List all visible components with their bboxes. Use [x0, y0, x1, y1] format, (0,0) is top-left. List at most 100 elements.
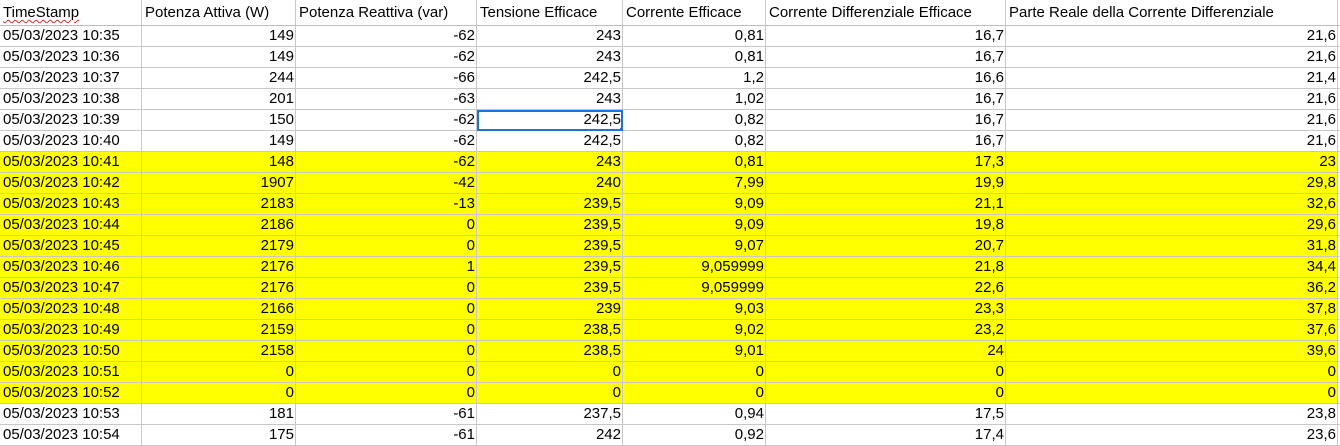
cell-parte-reale-corrente-differenziale[interactable]: 0 [1006, 383, 1338, 404]
cell-corrente-differenziale-efficace[interactable]: 24 [766, 341, 1006, 362]
cell-potenza-reattiva[interactable]: 0 [296, 383, 477, 404]
cell-corrente-efficace[interactable]: 0,82 [623, 110, 766, 131]
cell-potenza-attiva[interactable]: 2179 [142, 236, 296, 257]
cell-potenza-reattiva[interactable]: -13 [296, 194, 477, 215]
cell-potenza-attiva[interactable]: 149 [142, 131, 296, 152]
column-header-potenza-reattiva[interactable]: Potenza Reattiva (var) [296, 0, 477, 26]
cell-tensione-efficace[interactable]: 238,5 [477, 320, 623, 341]
cell-potenza-reattiva[interactable]: -66 [296, 68, 477, 89]
cell-timestamp[interactable]: 05/03/2023 10:36 [0, 47, 142, 68]
cell-corrente-efficace[interactable]: 0 [623, 383, 766, 404]
cell-tensione-efficace[interactable]: 239,5 [477, 257, 623, 278]
cell-parte-reale-corrente-differenziale[interactable]: 21,6 [1006, 26, 1338, 47]
cell-corrente-efficace[interactable]: 0,94 [623, 404, 766, 425]
cell-corrente-efficace[interactable]: 9,03 [623, 299, 766, 320]
cell-timestamp[interactable]: 05/03/2023 10:35 [0, 26, 142, 47]
cell-tensione-efficace[interactable]: 0 [477, 383, 623, 404]
cell-timestamp[interactable]: 05/03/2023 10:51 [0, 362, 142, 383]
cell-potenza-reattiva[interactable]: -62 [296, 152, 477, 173]
cell-potenza-reattiva[interactable]: 0 [296, 236, 477, 257]
cell-potenza-attiva[interactable]: 2176 [142, 278, 296, 299]
cell-tensione-efficace[interactable]: 0 [477, 362, 623, 383]
cell-parte-reale-corrente-differenziale[interactable]: 21,6 [1006, 110, 1338, 131]
cell-potenza-reattiva[interactable]: -62 [296, 110, 477, 131]
column-header-corrente-differenziale-efficace[interactable]: Corrente Differenziale Efficace [766, 0, 1006, 26]
column-header-parte-reale-corrente-differenziale[interactable]: Parte Reale della Corrente Differenziale [1006, 0, 1338, 26]
cell-corrente-efficace[interactable]: 1,2 [623, 68, 766, 89]
cell-corrente-efficace[interactable]: 9,02 [623, 320, 766, 341]
cell-potenza-reattiva[interactable]: 0 [296, 215, 477, 236]
cell-parte-reale-corrente-differenziale[interactable]: 29,8 [1006, 173, 1338, 194]
cell-timestamp[interactable]: 05/03/2023 10:43 [0, 194, 142, 215]
cell-potenza-reattiva[interactable]: -61 [296, 425, 477, 446]
cell-corrente-differenziale-efficace[interactable]: 20,7 [766, 236, 1006, 257]
cell-corrente-differenziale-efficace[interactable]: 16,7 [766, 26, 1006, 47]
cell-parte-reale-corrente-differenziale[interactable]: 39,6 [1006, 341, 1338, 362]
column-header-tensione-efficace[interactable]: Tensione Efficace [477, 0, 623, 26]
cell-potenza-attiva[interactable]: 2183 [142, 194, 296, 215]
cell-timestamp[interactable]: 05/03/2023 10:49 [0, 320, 142, 341]
cell-timestamp[interactable]: 05/03/2023 10:54 [0, 425, 142, 446]
cell-corrente-differenziale-efficace[interactable]: 16,7 [766, 131, 1006, 152]
cell-potenza-attiva[interactable]: 2166 [142, 299, 296, 320]
cell-timestamp[interactable]: 05/03/2023 10:52 [0, 383, 142, 404]
cell-corrente-efficace[interactable]: 9,059999 [623, 278, 766, 299]
cell-tensione-efficace[interactable]: 243 [477, 152, 623, 173]
cell-tensione-efficace[interactable]: 243 [477, 26, 623, 47]
cell-potenza-attiva[interactable]: 149 [142, 47, 296, 68]
cell-potenza-attiva[interactable]: 2159 [142, 320, 296, 341]
cell-parte-reale-corrente-differenziale[interactable]: 23,8 [1006, 404, 1338, 425]
cell-tensione-efficace[interactable]: 243 [477, 89, 623, 110]
cell-potenza-attiva[interactable]: 149 [142, 26, 296, 47]
cell-tensione-efficace[interactable]: 239,5 [477, 215, 623, 236]
cell-potenza-attiva[interactable]: 0 [142, 383, 296, 404]
cell-tensione-efficace[interactable]: 240 [477, 173, 623, 194]
cell-timestamp[interactable]: 05/03/2023 10:50 [0, 341, 142, 362]
cell-tensione-efficace[interactable]: 239,5 [477, 236, 623, 257]
cell-corrente-efficace[interactable]: 0,81 [623, 47, 766, 68]
cell-corrente-differenziale-efficace[interactable]: 22,6 [766, 278, 1006, 299]
cell-corrente-differenziale-efficace[interactable]: 0 [766, 383, 1006, 404]
column-header-corrente-efficace[interactable]: Corrente Efficace [623, 0, 766, 26]
cell-parte-reale-corrente-differenziale[interactable]: 34,4 [1006, 257, 1338, 278]
cell-timestamp[interactable]: 05/03/2023 10:37 [0, 68, 142, 89]
cell-corrente-efficace[interactable]: 7,99 [623, 173, 766, 194]
cell-parte-reale-corrente-differenziale[interactable]: 21,6 [1006, 89, 1338, 110]
cell-corrente-differenziale-efficace[interactable]: 16,7 [766, 89, 1006, 110]
cell-potenza-reattiva[interactable]: -62 [296, 47, 477, 68]
cell-potenza-attiva[interactable]: 2158 [142, 341, 296, 362]
cell-parte-reale-corrente-differenziale[interactable]: 37,6 [1006, 320, 1338, 341]
cell-timestamp[interactable]: 05/03/2023 10:44 [0, 215, 142, 236]
cell-potenza-reattiva[interactable]: 0 [296, 362, 477, 383]
cell-parte-reale-corrente-differenziale[interactable]: 0 [1006, 362, 1338, 383]
cell-potenza-attiva[interactable]: 150 [142, 110, 296, 131]
cell-potenza-attiva[interactable]: 181 [142, 404, 296, 425]
cell-parte-reale-corrente-differenziale[interactable]: 21,4 [1006, 68, 1338, 89]
cell-corrente-efficace[interactable]: 0,81 [623, 152, 766, 173]
cell-potenza-reattiva[interactable]: -62 [296, 131, 477, 152]
cell-corrente-differenziale-efficace[interactable]: 19,8 [766, 215, 1006, 236]
cell-corrente-differenziale-efficace[interactable]: 21,1 [766, 194, 1006, 215]
cell-potenza-attiva[interactable]: 148 [142, 152, 296, 173]
cell-timestamp[interactable]: 05/03/2023 10:40 [0, 131, 142, 152]
cell-potenza-reattiva[interactable]: 0 [296, 320, 477, 341]
cell-tensione-efficace[interactable]: 239,5 [477, 278, 623, 299]
cell-potenza-reattiva[interactable]: 0 [296, 299, 477, 320]
cell-parte-reale-corrente-differenziale[interactable]: 32,6 [1006, 194, 1338, 215]
cell-parte-reale-corrente-differenziale[interactable]: 37,8 [1006, 299, 1338, 320]
cell-tensione-efficace[interactable]: 243 [477, 47, 623, 68]
cell-potenza-attiva[interactable]: 2186 [142, 215, 296, 236]
cell-parte-reale-corrente-differenziale[interactable]: 21,6 [1006, 47, 1338, 68]
cell-timestamp[interactable]: 05/03/2023 10:38 [0, 89, 142, 110]
cell-corrente-differenziale-efficace[interactable]: 19,9 [766, 173, 1006, 194]
cell-potenza-attiva[interactable]: 2176 [142, 257, 296, 278]
cell-corrente-efficace[interactable]: 0,82 [623, 131, 766, 152]
cell-corrente-differenziale-efficace[interactable]: 16,6 [766, 68, 1006, 89]
cell-corrente-efficace[interactable]: 0,92 [623, 425, 766, 446]
cell-timestamp[interactable]: 05/03/2023 10:41 [0, 152, 142, 173]
cell-timestamp[interactable]: 05/03/2023 10:48 [0, 299, 142, 320]
cell-corrente-efficace[interactable]: 9,09 [623, 194, 766, 215]
cell-corrente-differenziale-efficace[interactable]: 23,2 [766, 320, 1006, 341]
cell-potenza-attiva[interactable]: 0 [142, 362, 296, 383]
cell-potenza-reattiva[interactable]: 0 [296, 341, 477, 362]
